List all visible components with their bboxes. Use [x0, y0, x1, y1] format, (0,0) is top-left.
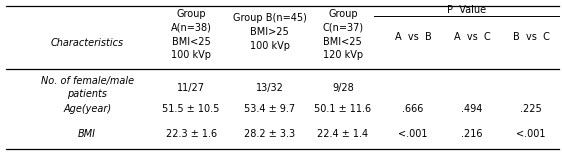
Text: BMI: BMI	[78, 129, 96, 139]
Text: BMI<25: BMI<25	[172, 37, 210, 47]
Text: B  vs  C: B vs C	[513, 32, 550, 42]
Text: 22.3 ± 1.6: 22.3 ± 1.6	[166, 129, 216, 139]
Text: No. of female/male
patients: No. of female/male patients	[40, 76, 134, 99]
Text: 100 kVp: 100 kVp	[250, 41, 290, 51]
Text: A(n=38): A(n=38)	[171, 23, 211, 33]
Text: BMI>25: BMI>25	[251, 27, 289, 37]
Text: 53.4 ± 9.7: 53.4 ± 9.7	[244, 104, 295, 113]
Text: Group: Group	[176, 9, 206, 19]
Text: C(n=37): C(n=37)	[322, 23, 364, 33]
Text: Characteristics: Characteristics	[51, 38, 124, 48]
Text: 11/27: 11/27	[177, 83, 205, 93]
Text: A  vs  B: A vs B	[395, 32, 432, 42]
Text: .225: .225	[520, 104, 542, 113]
Text: 22.4 ± 1.4: 22.4 ± 1.4	[318, 129, 368, 139]
Text: <.001: <.001	[398, 129, 428, 139]
Text: A  vs  C: A vs C	[454, 32, 491, 42]
Text: .666: .666	[402, 104, 424, 113]
Text: .494: .494	[461, 104, 483, 113]
Text: BMI<25: BMI<25	[324, 37, 362, 47]
Text: .216: .216	[461, 129, 483, 139]
Text: Age(year): Age(year)	[63, 104, 111, 113]
Text: 13/32: 13/32	[256, 83, 284, 93]
Text: 28.2 ± 3.3: 28.2 ± 3.3	[244, 129, 295, 139]
Text: Group B(n=45): Group B(n=45)	[233, 14, 307, 23]
Text: 51.5 ± 10.5: 51.5 ± 10.5	[162, 104, 220, 113]
Text: 100 kVp: 100 kVp	[171, 51, 211, 60]
Text: P  Value: P Value	[447, 5, 486, 15]
Text: <.001: <.001	[516, 129, 546, 139]
Text: 9/28: 9/28	[332, 83, 353, 93]
Text: Group: Group	[328, 9, 357, 19]
Text: 50.1 ± 11.6: 50.1 ± 11.6	[314, 104, 371, 113]
Text: 120 kVp: 120 kVp	[323, 51, 363, 60]
